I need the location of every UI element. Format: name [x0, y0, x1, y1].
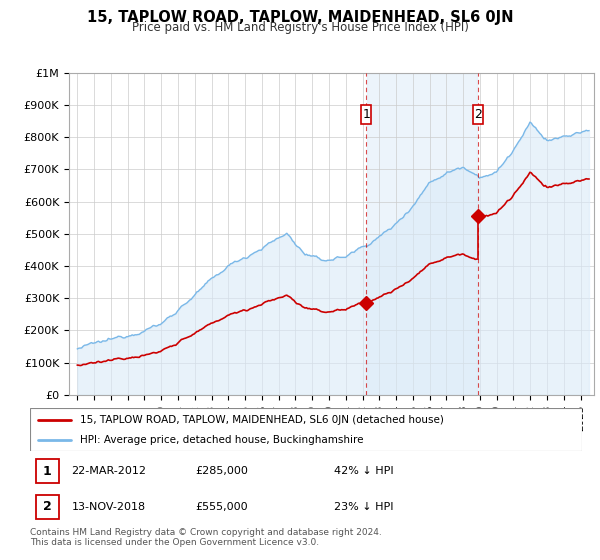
Text: 2: 2 — [474, 108, 482, 121]
Text: Price paid vs. HM Land Registry's House Price Index (HPI): Price paid vs. HM Land Registry's House … — [131, 21, 469, 34]
Text: 15, TAPLOW ROAD, TAPLOW, MAIDENHEAD, SL6 0JN: 15, TAPLOW ROAD, TAPLOW, MAIDENHEAD, SL6… — [87, 10, 513, 25]
Text: HPI: Average price, detached house, Buckinghamshire: HPI: Average price, detached house, Buck… — [80, 435, 363, 445]
Text: 1: 1 — [362, 108, 370, 121]
Text: 42% ↓ HPI: 42% ↓ HPI — [334, 466, 393, 476]
FancyBboxPatch shape — [30, 408, 582, 451]
Text: £555,000: £555,000 — [196, 502, 248, 512]
Text: 23% ↓ HPI: 23% ↓ HPI — [334, 502, 393, 512]
Text: £285,000: £285,000 — [196, 466, 248, 476]
FancyBboxPatch shape — [361, 105, 371, 124]
FancyBboxPatch shape — [35, 494, 59, 519]
Text: Contains HM Land Registry data © Crown copyright and database right 2024.
This d: Contains HM Land Registry data © Crown c… — [30, 528, 382, 547]
Text: 15, TAPLOW ROAD, TAPLOW, MAIDENHEAD, SL6 0JN (detached house): 15, TAPLOW ROAD, TAPLOW, MAIDENHEAD, SL6… — [80, 415, 443, 425]
Text: 2: 2 — [43, 500, 52, 514]
Text: 13-NOV-2018: 13-NOV-2018 — [71, 502, 146, 512]
FancyBboxPatch shape — [35, 459, 59, 483]
Text: 1: 1 — [43, 465, 52, 478]
FancyBboxPatch shape — [473, 105, 483, 124]
Text: 22-MAR-2012: 22-MAR-2012 — [71, 466, 146, 476]
